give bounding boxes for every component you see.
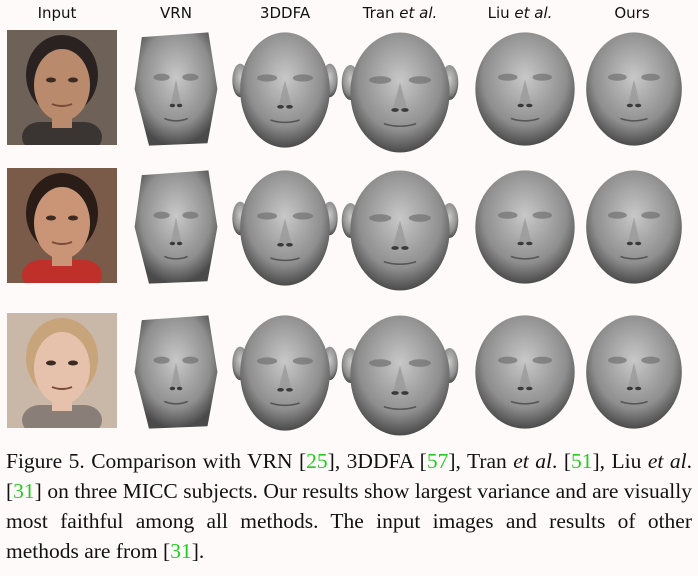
liu-result [471, 313, 579, 431]
citation-link[interactable]: 57 [426, 449, 449, 473]
caption-italic: et al [647, 449, 687, 473]
caption-text: ] on three MICC subjects. Our results sh… [6, 479, 692, 563]
figure-caption: Figure 5. Comparison with VRN [25], 3DDF… [6, 446, 692, 566]
tran-result [338, 313, 462, 438]
caption-italic: et al [513, 449, 552, 473]
column-header-vrn: VRN [160, 4, 192, 22]
caption-text: ], 3DDFA [ [327, 449, 427, 473]
caption-text: ], Liu [592, 449, 648, 473]
caption-text: . [ [6, 449, 692, 503]
vrn-result [131, 313, 221, 431]
liu-result [471, 168, 579, 286]
ours-result [582, 313, 686, 431]
header-label: Liu [487, 4, 510, 22]
column-header-input: Input [37, 4, 77, 22]
tran-result [338, 30, 462, 155]
ours-result [582, 30, 686, 148]
header-label: Tran [362, 4, 395, 22]
caption-text: Figure 5. Comparison with VRN [ [6, 449, 307, 473]
3ddfa-result [229, 168, 341, 288]
liu-result [471, 30, 579, 148]
caption-text: ]. [191, 539, 205, 563]
input-photo [7, 313, 117, 428]
3ddfa-result [229, 30, 341, 150]
header-et-al: et al. [514, 4, 553, 22]
ours-result [582, 168, 686, 286]
caption-text: ], Tran [448, 449, 514, 473]
column-header-3ddfa: 3DDFA [259, 4, 311, 22]
vrn-result [131, 30, 221, 148]
caption-text: . [ [552, 449, 572, 473]
input-photo [7, 168, 117, 283]
3ddfa-result [229, 313, 341, 433]
citation-link[interactable]: 51 [571, 449, 593, 473]
citation-link[interactable]: 31 [13, 479, 35, 503]
citation-link[interactable]: 25 [306, 449, 328, 473]
column-header-liu: Liu et al. [488, 4, 553, 22]
citation-link[interactable]: 31 [170, 539, 192, 563]
input-photo [7, 30, 117, 145]
vrn-result [131, 168, 221, 286]
column-header-ours: Ours [614, 4, 650, 22]
column-header-tran: Tran et al. [363, 4, 438, 22]
header-et-al: et al. [399, 4, 438, 22]
tran-result [338, 168, 462, 293]
